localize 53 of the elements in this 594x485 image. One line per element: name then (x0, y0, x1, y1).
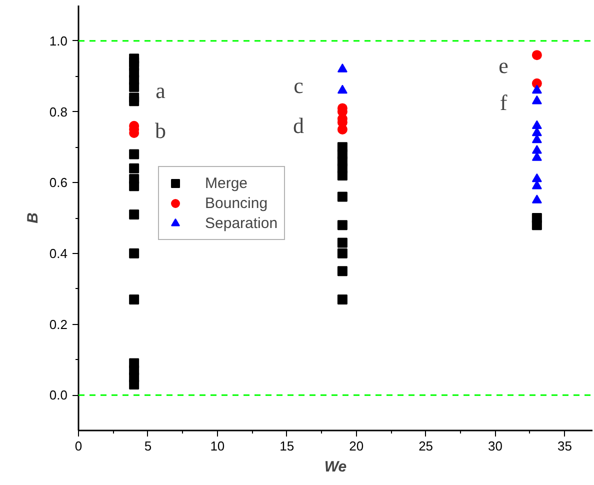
annotation: e (498, 53, 508, 78)
legend-label: Bouncing (205, 194, 268, 212)
annotation: d (293, 113, 304, 138)
point (337, 192, 348, 202)
point (129, 294, 140, 304)
point (337, 248, 348, 258)
legend-label: Separation (205, 214, 278, 232)
x-tick-label: 15 (280, 438, 294, 454)
legend-label: Merge (205, 174, 248, 192)
x-axis-title: We (324, 458, 347, 476)
point (337, 64, 348, 72)
point (532, 152, 542, 161)
y-tick-label: 0.4 (49, 246, 68, 261)
point (129, 181, 140, 192)
y-tick-label: 0.2 (49, 316, 68, 332)
point (337, 124, 348, 134)
point (337, 266, 348, 276)
point (532, 194, 542, 204)
y-axis-title: B (24, 212, 42, 224)
point (337, 238, 348, 248)
y-tick-label: 0.8 (49, 104, 68, 120)
annotation: f (500, 90, 508, 115)
point (532, 220, 542, 230)
point (129, 149, 140, 160)
annotation: b (155, 118, 166, 143)
point (532, 120, 542, 130)
point (129, 96, 140, 106)
annotation: a (156, 78, 166, 103)
x-tick-label: 10 (210, 438, 225, 454)
point (129, 163, 140, 174)
point (129, 379, 140, 390)
point (129, 248, 140, 258)
y-tick-label: 1.0 (49, 33, 68, 48)
point (337, 84, 348, 94)
point (337, 170, 348, 180)
y-tick-label: 0.6 (49, 175, 68, 190)
point (129, 82, 140, 92)
point (337, 220, 348, 230)
annotation: c (294, 73, 304, 98)
point (532, 173, 542, 182)
point (129, 209, 140, 220)
x-tick-label: 25 (418, 438, 434, 454)
y-tick-label: 0.0 (49, 388, 68, 403)
point (532, 145, 542, 154)
point (532, 95, 542, 104)
x-tick-label: 20 (349, 438, 364, 454)
point (337, 294, 348, 304)
x-tick-label: 35 (557, 438, 572, 454)
x-tick-label: 0 (74, 438, 82, 454)
x-tick-label: 5 (144, 438, 152, 454)
x-tick-label: 30 (488, 438, 502, 454)
point (532, 50, 542, 60)
point (532, 84, 542, 94)
